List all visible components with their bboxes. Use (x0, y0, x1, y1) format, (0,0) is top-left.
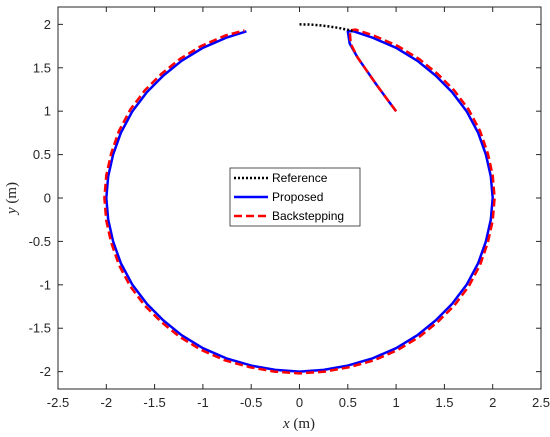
x-tick-label: 2.5 (532, 395, 550, 410)
x-tick-label: -0.5 (240, 395, 262, 410)
x-axis-variable: x (282, 416, 290, 432)
x-tick-label: 2 (489, 395, 496, 410)
legend-label-reference: Reference (272, 171, 328, 185)
x-tick-label: 1.5 (435, 395, 453, 410)
x-axis-unit: (m) (290, 416, 315, 432)
series-line-proposed (105, 30, 494, 373)
y-tick-label: -1.5 (29, 321, 51, 336)
x-tick-label: -1.5 (143, 395, 165, 410)
legend-label-backstepping: Backstepping (272, 209, 344, 223)
x-axis-label: x (m) (282, 416, 315, 432)
x-tick-label: 1 (392, 395, 399, 410)
x-tick-label: -2.5 (47, 395, 69, 410)
y-tick-label: -0.5 (29, 234, 51, 249)
y-tick-label: -2 (39, 364, 51, 379)
x-tick-label: -1 (197, 395, 209, 410)
y-axis-variable: y (4, 207, 20, 216)
y-tick-label: -1 (39, 277, 51, 292)
y-axis-unit: (m) (4, 182, 20, 207)
series-layer (103, 23, 496, 375)
x-axis: -2.5 -2 -1.5 -1 -0.5 0 0.5 1 1.5 2 2.5 (47, 7, 550, 410)
y-tick-label: 0.5 (33, 147, 51, 162)
x-tick-label: -2 (101, 395, 113, 410)
y-tick-label: 1.5 (33, 60, 51, 75)
y-axis-label: y (m) (4, 182, 20, 216)
x-tick-label: 0 (296, 395, 303, 410)
legend-label-proposed: Proposed (272, 190, 323, 204)
series-line-reference (299, 23, 353, 33)
y-tick-label: 2 (44, 17, 51, 32)
y-tick-label: 0 (44, 191, 51, 206)
x-tick-label: 0.5 (339, 395, 357, 410)
y-axis: -2 -1.5 -1 -0.5 0 0.5 1 1.5 2 (29, 17, 541, 379)
series-line-backstepping (103, 28, 496, 375)
y-tick-label: 1 (44, 104, 51, 119)
legend: Reference Proposed Backstepping (229, 167, 361, 227)
